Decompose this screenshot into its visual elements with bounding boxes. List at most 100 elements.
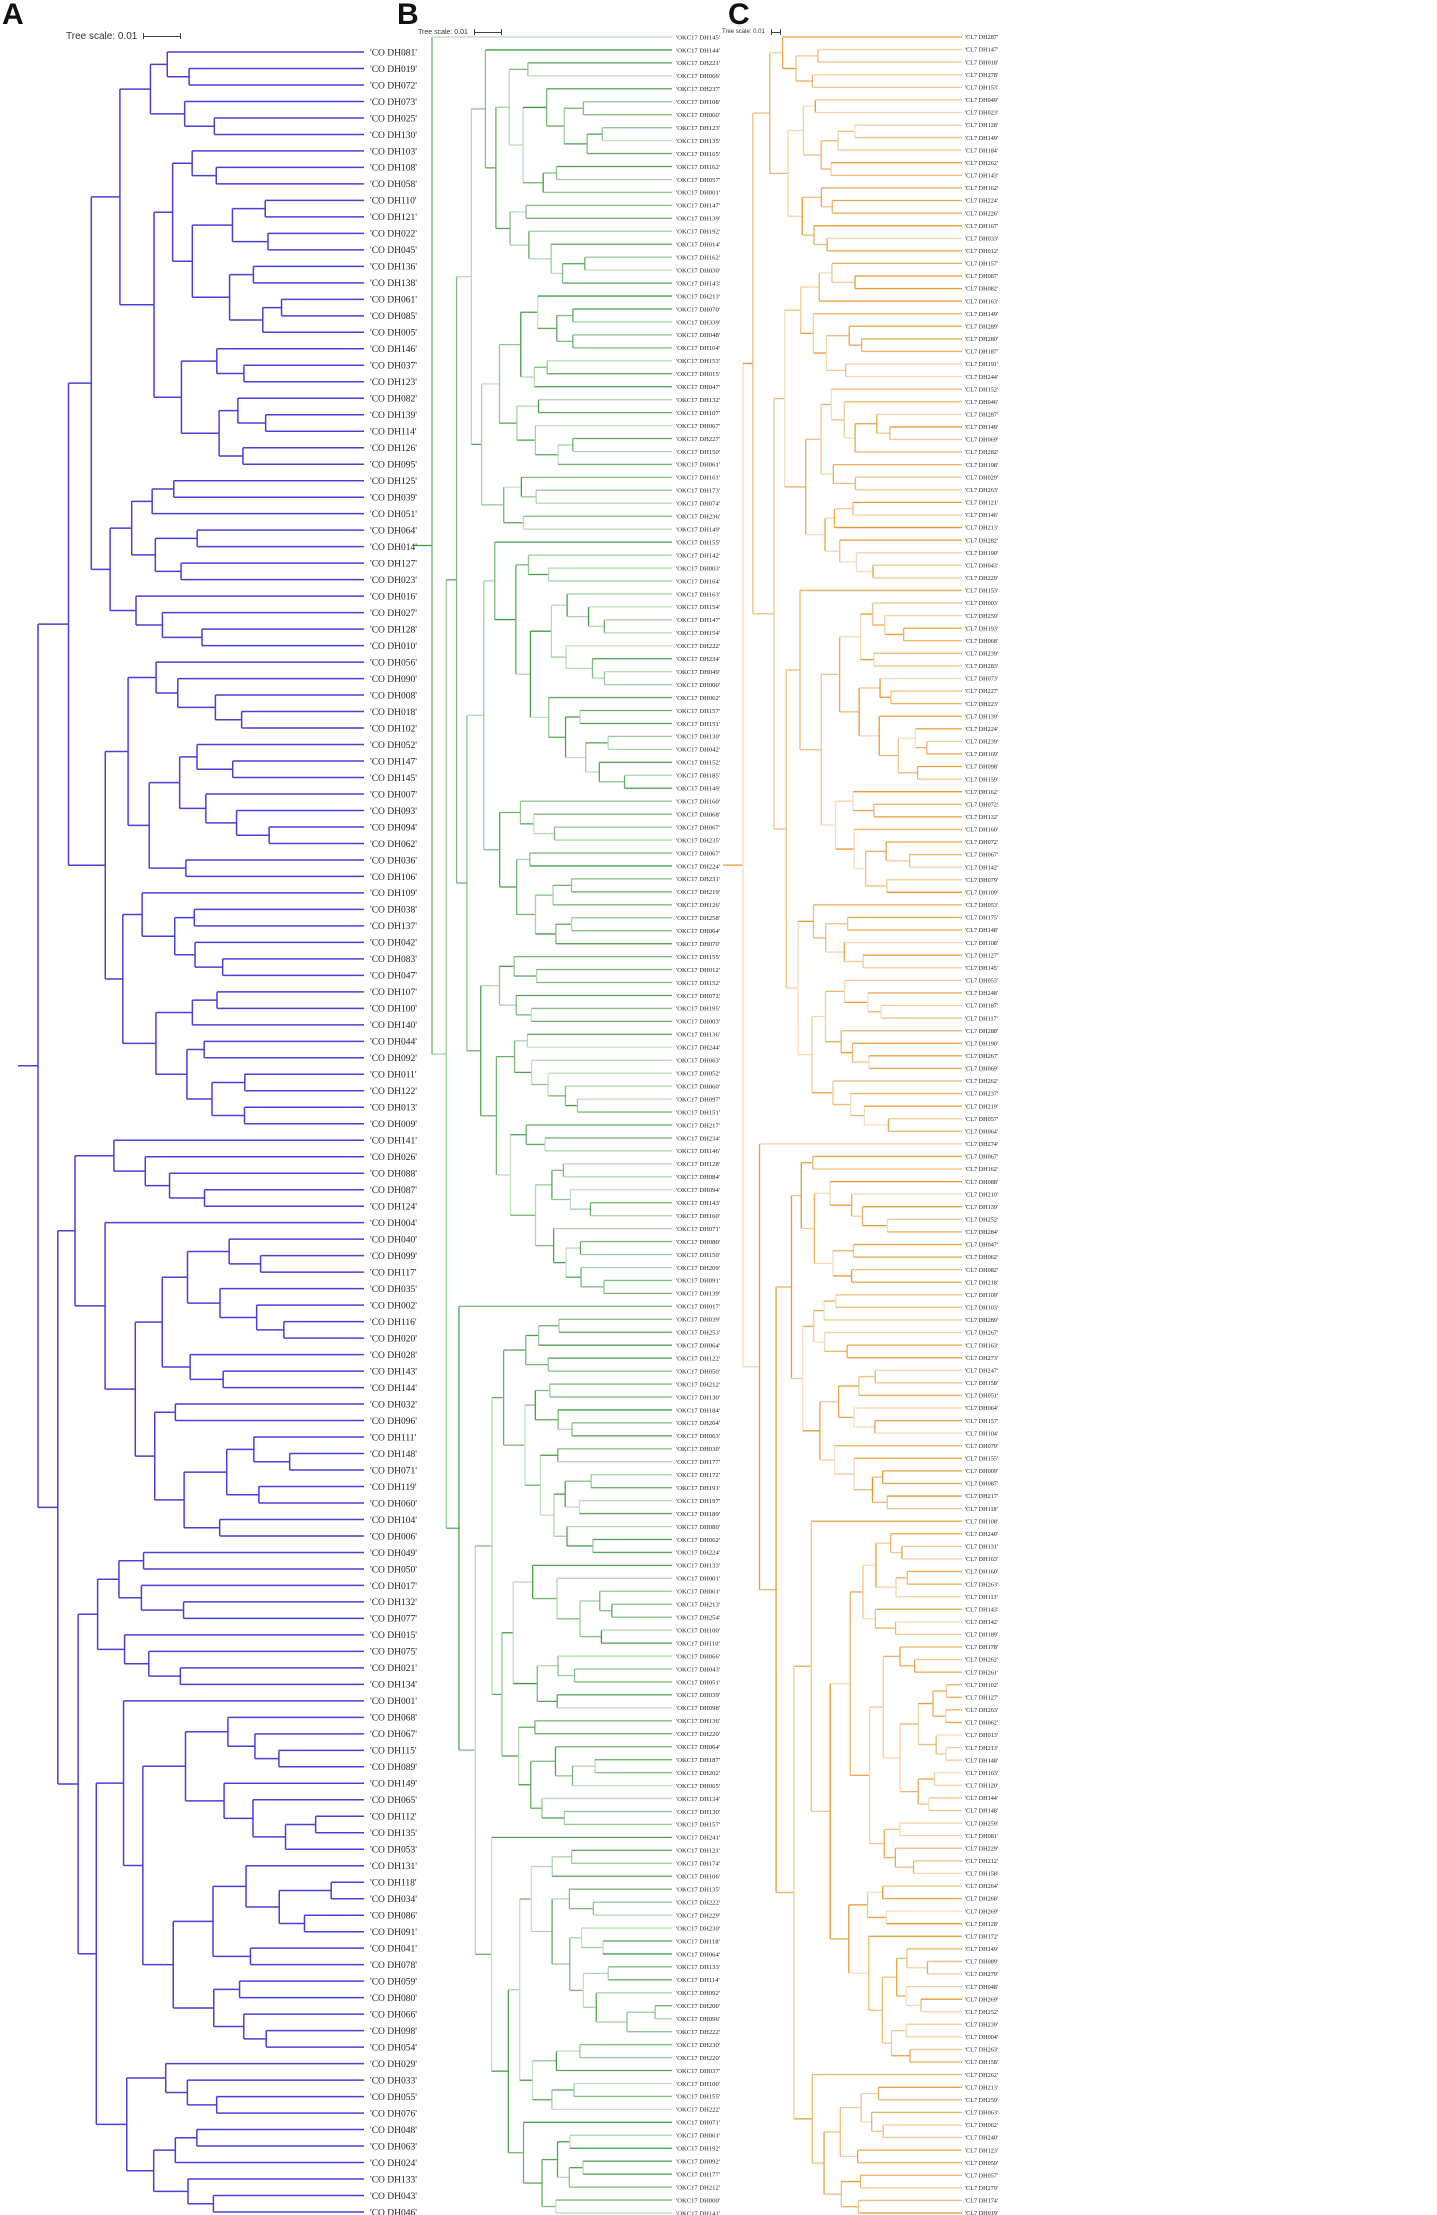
leaf-label: 'CO DH083' bbox=[370, 955, 417, 965]
leaf-label: 'CO DH066' bbox=[370, 2010, 417, 2020]
leaf-label: 'OKC17 DH074' bbox=[676, 501, 720, 508]
leaf-label: 'CO DH114' bbox=[370, 428, 417, 438]
leaf-label: 'OKC17 DH071' bbox=[676, 1226, 720, 1233]
leaf-label: 'OKC17 DH151' bbox=[676, 1109, 720, 1116]
leaf-label: 'CO DH049' bbox=[370, 1549, 417, 1559]
leaf-label: 'CL7 DH120' bbox=[965, 1783, 998, 1790]
leaf-label: 'CO DH023' bbox=[370, 576, 417, 586]
leaf-label: 'CO DH047' bbox=[370, 972, 417, 982]
leaf-label: 'CL7 DH163' bbox=[965, 298, 998, 305]
leaf-label: 'OKC17 DH064' bbox=[676, 1343, 720, 1350]
leaf-label: 'CO DH103' bbox=[370, 147, 417, 157]
leaf-label: 'CL7 DH149' bbox=[965, 311, 998, 318]
leaf-label: 'CL7 DH072' bbox=[965, 839, 998, 846]
leaf-label: 'OKC17 DH061' bbox=[676, 1589, 720, 1596]
leaf-label: 'OKC17 DH192' bbox=[676, 2146, 720, 2153]
leaf-label: 'OKC17 DH253' bbox=[676, 1330, 720, 1337]
tree-scale-bar bbox=[143, 33, 182, 39]
leaf-label: 'CL7 DH147' bbox=[965, 47, 998, 54]
leaf-label: 'CO DH090' bbox=[370, 675, 417, 685]
leaf-label: 'CL7 DH069' bbox=[965, 1066, 998, 1073]
leaf-label: 'CO DH008' bbox=[370, 691, 417, 701]
leaf-label: 'OKC17 DH234' bbox=[676, 656, 720, 663]
leaf-label: 'CL7 DH262' bbox=[965, 1657, 998, 1664]
leaf-label: 'OKC17 DH042' bbox=[676, 747, 720, 754]
leaf-label: 'OKC17 DH060' bbox=[676, 112, 720, 119]
leaf-label: 'OKC17 DH135' bbox=[676, 138, 720, 145]
leaf-label: 'CO DH127' bbox=[370, 559, 417, 569]
leaf-label: 'OKC17 DH177' bbox=[676, 2171, 720, 2178]
leaf-label: 'CO DH131' bbox=[370, 1862, 417, 1872]
leaf-label: 'OKC17 DH147' bbox=[676, 617, 720, 624]
leaf-label: 'CL7 DH278' bbox=[965, 72, 998, 79]
leaf-label: 'OKC17 DH172' bbox=[676, 1472, 720, 1479]
leaf-label: 'OKC17 DH195' bbox=[676, 1006, 720, 1013]
leaf-label: 'CL7 DH139' bbox=[965, 1204, 998, 1211]
leaf-label: 'CL7 DH131' bbox=[965, 1544, 998, 1551]
leaf-label: 'OKC17 DH070' bbox=[676, 941, 720, 948]
leaf-label: 'CO DH051' bbox=[370, 510, 417, 520]
leaf-label: 'CL7 DH108' bbox=[965, 940, 998, 947]
leaf-label: 'OKC17 DH236' bbox=[676, 514, 720, 521]
leaf-label: 'CL7 DH048' bbox=[965, 1984, 998, 1991]
leaf-label: 'CL7 DH239' bbox=[965, 739, 998, 746]
leaf-label: 'CL7 DH237' bbox=[965, 1091, 998, 1098]
leaf-label: 'OKC17 DH000' bbox=[676, 682, 720, 689]
leaf-label: 'OKC17 DH064' bbox=[676, 1951, 720, 1958]
leaf-label: 'OKC17 DH227' bbox=[676, 436, 720, 443]
leaf-label: 'CO DH014' bbox=[370, 543, 417, 553]
leaf-label: 'CL7 DH087' bbox=[965, 273, 998, 280]
leaf-label: 'OKC17 DH151' bbox=[676, 721, 720, 728]
leaf-label: 'OKC17 DH039' bbox=[676, 1317, 720, 1324]
leaf-label: 'CO DH087' bbox=[370, 1186, 417, 1196]
leaf-label: 'CL7 DH244' bbox=[965, 374, 998, 381]
leaf-label: 'CO DH141' bbox=[370, 1137, 417, 1147]
leaf-label: 'CO DH118' bbox=[370, 1879, 417, 1889]
leaf-label: 'CL7 DH229' bbox=[965, 575, 998, 582]
leaf-label: 'CL7 DH079' bbox=[965, 877, 998, 884]
leaf-label: 'CO DH018' bbox=[370, 708, 417, 718]
leaf-label: 'CO DH025' bbox=[370, 114, 417, 124]
leaf-label: 'OKC17 DH160' bbox=[676, 799, 720, 806]
leaf-label: 'CL7 DH103' bbox=[965, 1305, 998, 1312]
leaf-label: 'CL7 DH113' bbox=[965, 1594, 998, 1601]
leaf-label: 'CL7 DH146' bbox=[965, 512, 998, 519]
leaf-label: 'CL7 DH240' bbox=[965, 2135, 998, 2142]
leaf-label: 'CL7 DH287' bbox=[965, 412, 998, 419]
leaf-label: 'CL7 DH004' bbox=[965, 2034, 998, 2041]
leaf-label: 'OKC17 DH162' bbox=[676, 255, 720, 262]
leaf-label: 'CO DH024' bbox=[370, 2159, 417, 2169]
leaf-label: 'CO DH123' bbox=[370, 378, 417, 388]
leaf-label: 'CO DH026' bbox=[370, 1153, 417, 1163]
leaf-label: 'OKC17 DH062' bbox=[676, 1537, 720, 1544]
leaf-label: 'OKC17 DH139' bbox=[676, 1291, 720, 1298]
leaf-label: 'CL7 DH284' bbox=[965, 1229, 998, 1236]
leaf-label: 'CO DH046' bbox=[370, 2208, 417, 2215]
leaf-label: 'CL7 DH267' bbox=[965, 1053, 998, 1060]
leaf-label: 'OKC17 DH000' bbox=[676, 2197, 720, 2204]
leaf-label: 'OKC17 DH213' bbox=[676, 293, 720, 300]
leaf-label: 'CO DH089' bbox=[370, 1763, 417, 1773]
leaf-label: 'CL7 DH157' bbox=[965, 261, 998, 268]
leaf-label: 'OKC17 DH052' bbox=[676, 1071, 720, 1078]
leaf-label: 'OKC17 DH012' bbox=[676, 967, 720, 974]
panel-letter: A bbox=[2, 0, 24, 31]
leaf-label: 'CL7 DH283' bbox=[965, 663, 998, 670]
leaf-label: 'CL7 DH098' bbox=[965, 764, 998, 771]
leaf-label: 'CO DH132' bbox=[370, 1598, 417, 1608]
leaf-label: 'CO DH039' bbox=[370, 494, 417, 504]
leaf-label: 'OKC17 DH339' bbox=[676, 319, 720, 326]
leaf-label: 'OKC17 DH061' bbox=[676, 462, 720, 469]
leaf-label: 'OKC17 DH230' bbox=[676, 1925, 720, 1932]
leaf-label: 'CL7 DH149' bbox=[965, 1946, 998, 1953]
leaf-label: 'CL7 DH064' bbox=[965, 1128, 998, 1135]
leaf-label: 'CL7 DH128' bbox=[965, 1921, 998, 1928]
panel-letter: C bbox=[728, 0, 750, 31]
leaf-label: 'CL7 DH193' bbox=[965, 625, 998, 632]
leaf-label: 'CL7 DH282' bbox=[965, 449, 998, 456]
leaf-label: 'CO DH064' bbox=[370, 526, 417, 536]
leaf-label: 'CL7 DH029' bbox=[965, 474, 998, 481]
leaf-label: 'OKC17 DH213' bbox=[676, 1602, 720, 1609]
leaf-label: 'OKC17 DH234' bbox=[676, 1135, 720, 1142]
leaf-label: 'CL7 DH218' bbox=[965, 1279, 998, 1286]
